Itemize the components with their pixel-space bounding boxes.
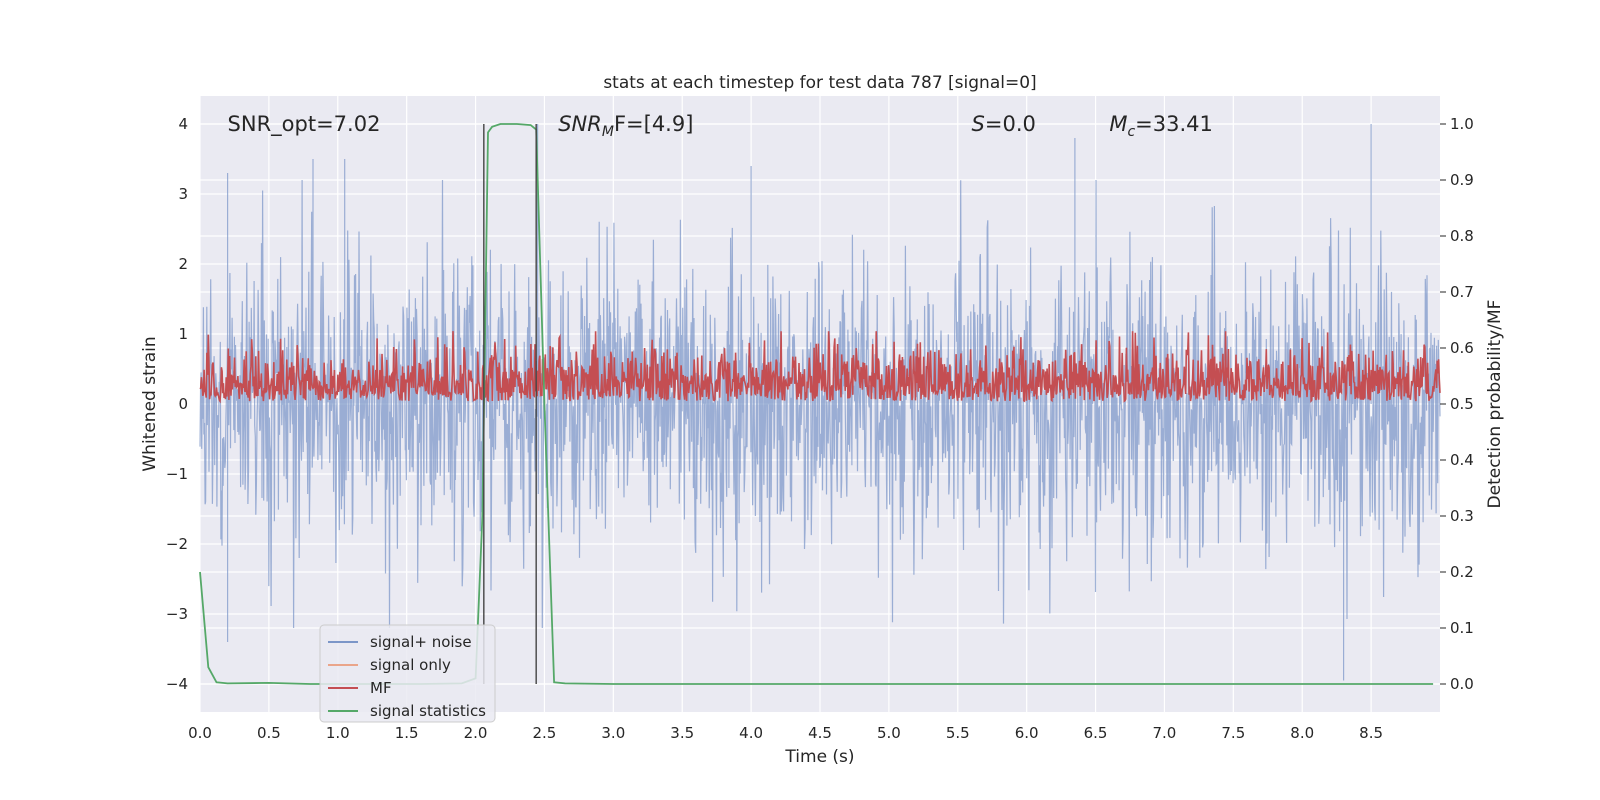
right-tick-label: 0.2 [1450,563,1474,581]
left-tick-label: 1 [178,325,188,343]
legend-label-2: MF [370,679,392,697]
x-tick-label: 8.0 [1290,724,1314,742]
signal-statistics-line [199,123,1434,685]
x-tick-label: 5.0 [877,724,901,742]
mf-line [199,331,1441,404]
right-tick-label: 0.9 [1450,171,1474,189]
legend: signal+ noise signal only MF signal statist… [319,624,496,723]
x-tick-label: 4.5 [808,724,832,742]
x-tick-label: 4.0 [739,724,763,742]
x-tick-label: 3.0 [601,724,625,742]
x-tick-label: 7.0 [1153,724,1177,742]
right-tick-label: 0.7 [1450,283,1474,301]
x-tick-label: 0.5 [257,724,281,742]
x-tick-label: 1.5 [395,724,419,742]
x-tick-label: 6.0 [1015,724,1039,742]
legend-label-0: signal+ noise [370,633,472,651]
x-axis-ticks: 0.0 0.5 1.0 1.5 2.0 2.5 3.0 3.5 4.0 4.5 5.0 5.5 6.0 6… [188,724,1383,742]
annotations: SNR_opt=7.02 SNRMF=[4.9] S=0.0 Mc=33.41 [228,112,1213,140]
left-tick-label: −4 [166,675,188,693]
chart-title: stats at each timestep for test data 787… [603,73,1036,93]
x-tick-label: 2.5 [533,724,557,742]
annotation-2: S=0.0 [972,112,1036,136]
left-tick-label: 4 [178,115,188,133]
annotation-3: Mc=33.41 [1109,112,1213,140]
plot-series [199,123,1441,685]
x-tick-label: 2.0 [464,724,488,742]
x-tick-label: 7.5 [1221,724,1245,742]
legend-label-1: signal only [370,656,451,674]
right-tick-label: 0.4 [1450,451,1474,469]
left-tick-label: −1 [166,465,188,483]
right-tick-label: 0.1 [1450,619,1474,637]
left-tick-label: −3 [166,605,188,623]
x-tick-label: 0.0 [188,724,212,742]
right-tick-label: 0.8 [1450,227,1474,245]
x-axis-label: Time (s) [784,747,854,767]
legend-box [319,624,496,723]
x-tick-label: 6.5 [1084,724,1108,742]
right-tick-label: 0.0 [1450,675,1474,693]
right-tick-label: 0.5 [1450,395,1474,413]
right-tick-label: 0.6 [1450,339,1474,357]
x-tick-label: 3.5 [670,724,694,742]
x-tick-label: 1.0 [326,724,350,742]
right-tick-label: 0.3 [1450,507,1474,525]
signal-plus-noise-line [199,124,1441,681]
left-axis-ticks: −4 −3 −2 −1 0 1 2 3 4 [166,115,188,693]
right-axis-ticks: 0.0 0.1 0.2 0.3 0.4 0.5 0.6 0.7 0.8 0.9 1.0 [1440,115,1474,693]
detection-markers [483,124,537,684]
annotation-1: SNRMF=[4.9] [558,112,693,140]
left-tick-label: 0 [178,395,188,413]
left-axis-label: Whitened strain [140,336,160,471]
x-tick-label: 8.5 [1359,724,1383,742]
left-tick-label: 3 [178,185,188,203]
legend-label-3: signal statistics [370,702,486,720]
right-axis-label: Detection probability/MF [1485,300,1505,509]
left-tick-label: −2 [166,535,188,553]
right-tick-label: 1.0 [1450,115,1474,133]
left-tick-label: 2 [178,255,188,273]
x-tick-label: 5.5 [946,724,970,742]
annotation-0: SNR_opt=7.02 [228,112,381,137]
